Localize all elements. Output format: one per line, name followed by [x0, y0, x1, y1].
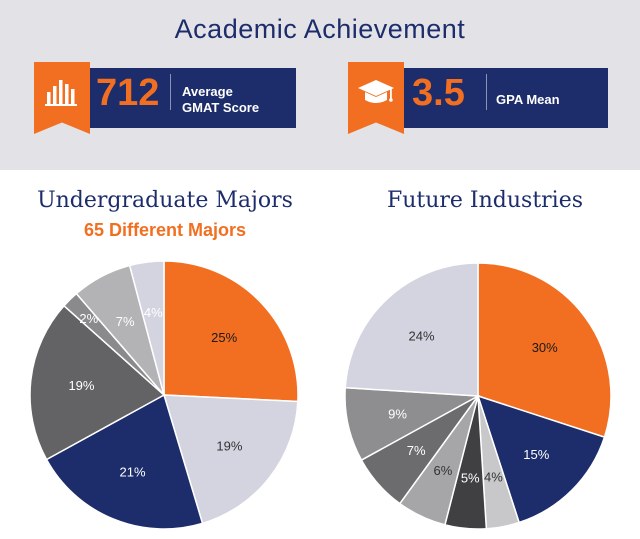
industries-label-6: 9%	[388, 406, 407, 421]
industries-label-2: 4%	[484, 469, 503, 484]
chart-title-industries: Future Industries	[386, 188, 584, 213]
majors-label-1: 19%	[216, 439, 242, 454]
gmat-divider	[170, 74, 171, 110]
industries-label-4: 6%	[433, 463, 452, 478]
industries-label-1: 15%	[523, 447, 549, 462]
bar-chart-icon	[45, 80, 77, 106]
majors-label-2: 21%	[120, 464, 146, 479]
majors-label-0: 25%	[211, 330, 237, 345]
gmat-stat: 712 Average GMAT Score	[34, 62, 296, 134]
majors-label-5: 7%	[116, 314, 135, 329]
gmat-label: Average GMAT Score	[182, 84, 292, 116]
gmat-label-line2: GMAT Score	[182, 100, 260, 115]
gpa-label: GPA Mean	[496, 92, 560, 107]
majors-label-6: 4%	[144, 305, 163, 320]
chart-subtitle-majors: 65 Different Majors	[83, 220, 247, 240]
gpa-divider	[486, 74, 487, 110]
industries-label-0: 30%	[532, 340, 558, 355]
gmat-value: 712	[96, 72, 160, 114]
chart-title-majors: Undergraduate Majors	[37, 188, 293, 213]
gmat-icon-tab	[34, 62, 90, 134]
industries-slice-0	[477, 262, 612, 439]
majors-slice-1	[162, 394, 299, 525]
gpa-stat: 3.5 GPA Mean	[348, 62, 608, 134]
pie-chart-majors: 25%19%21%19%2% 7%4%	[29, 260, 299, 530]
gpa-value: 3.5	[412, 72, 465, 114]
majors-slice-2	[45, 393, 204, 530]
industries-label-3: 5%	[461, 471, 480, 486]
achievement-panel: Academic Achievement 712 Average GMAT Sc…	[0, 0, 640, 170]
industries-slice-1	[476, 394, 606, 524]
gpa-icon-tab	[348, 62, 404, 134]
pie-chart-industries: 30% 15% 4% 5% 6% 7% 9% 24%	[344, 262, 612, 530]
majors-slice-3	[29, 304, 166, 461]
majors-label-3: 19%	[68, 378, 94, 393]
industries-slice-7	[344, 262, 479, 397]
gpa-bar	[400, 68, 608, 128]
gmat-label-line1: Average	[182, 84, 233, 99]
graduation-cap-icon	[358, 80, 394, 103]
industries-label-5: 7%	[407, 443, 426, 458]
majors-slice-0	[163, 260, 299, 403]
gmat-bar	[86, 68, 296, 128]
majors-slice-6	[128, 260, 165, 396]
industries-label-7: 24%	[409, 328, 435, 343]
page-title: Academic Achievement	[174, 14, 466, 44]
